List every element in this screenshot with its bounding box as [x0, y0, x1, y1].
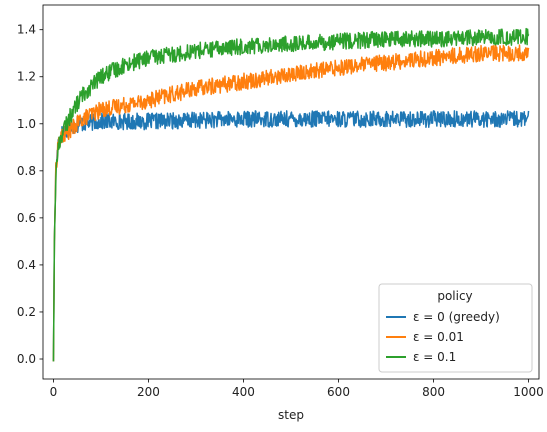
- series-line: [52, 27, 530, 362]
- x-tick-label: 400: [232, 385, 255, 399]
- y-tick-label: 0.8: [17, 164, 36, 178]
- legend-title: policy: [437, 289, 472, 303]
- y-tick-label: 0.6: [17, 211, 36, 225]
- y-tick-label: 0.4: [17, 258, 36, 272]
- legend-label: ε = 0.01: [413, 330, 464, 344]
- y-tick-label: 0.2: [17, 305, 36, 319]
- x-axis-title: step: [278, 408, 304, 422]
- legend-entries: ε = 0 (greedy) ε = 0.01 ε = 0.1: [386, 310, 500, 364]
- legend-frame: [378, 283, 533, 373]
- x-tick-label: 1000: [513, 385, 544, 399]
- x-tick-label: 800: [422, 385, 445, 399]
- series-layer: [52, 27, 530, 362]
- legend: policy ε = 0 (greedy) ε = 0.01 ε = 0.1: [378, 283, 533, 373]
- series-line: [52, 110, 530, 362]
- x-tick-label: 600: [327, 385, 350, 399]
- legend-label: ε = 0.1: [413, 350, 456, 364]
- series-line: [52, 44, 530, 362]
- x-tick-label: 0: [50, 385, 58, 399]
- y-tick-label: 1.2: [17, 70, 36, 84]
- y-axis: 0.0 0.2 0.4 0.6 0.8 1.0 1.2 1.4: [17, 23, 43, 366]
- legend-label: ε = 0 (greedy): [413, 310, 500, 324]
- y-tick-label: 1.0: [17, 117, 36, 131]
- plot-frame: [42, 4, 540, 380]
- y-tick-label: 0.0: [17, 352, 36, 366]
- x-axis: 0 200 400 600 800 1000: [50, 379, 544, 399]
- y-tick-label: 1.4: [17, 23, 36, 37]
- x-tick-label: 200: [137, 385, 160, 399]
